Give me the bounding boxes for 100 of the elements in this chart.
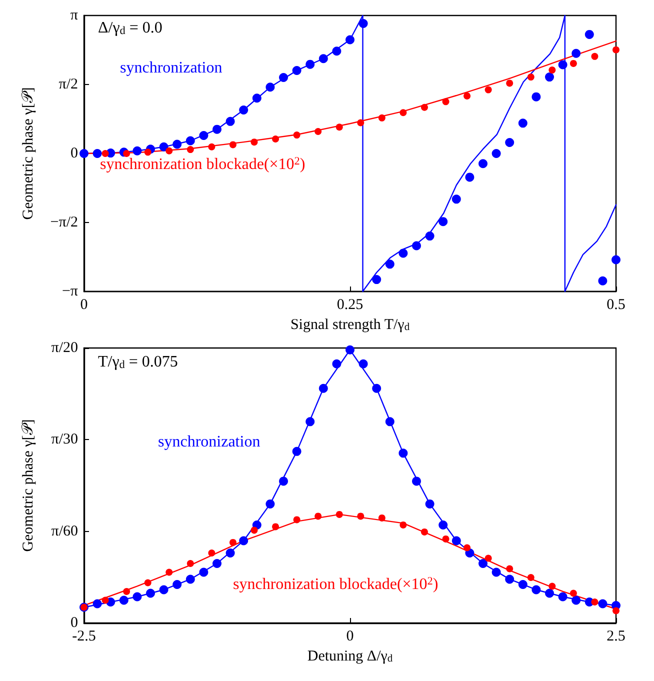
point	[412, 476, 421, 486]
point	[346, 345, 354, 354]
point	[119, 596, 128, 605]
point	[212, 558, 222, 568]
point	[208, 549, 216, 556]
point	[584, 30, 594, 39]
text: synchronization	[120, 60, 222, 76]
point	[186, 560, 194, 567]
point	[306, 60, 315, 69]
point	[464, 544, 471, 552]
point	[159, 142, 168, 152]
point	[336, 124, 343, 131]
point	[199, 568, 208, 577]
point	[612, 607, 620, 614]
point	[226, 548, 235, 558]
annotation: T/γd = 0.075	[98, 354, 178, 371]
x-tick-label: -2.5	[72, 628, 96, 644]
y-tick-label: π/2	[58, 76, 78, 92]
point	[484, 86, 492, 94]
point	[123, 588, 130, 595]
point	[132, 592, 142, 602]
point	[438, 520, 448, 530]
point	[314, 512, 322, 520]
point	[518, 580, 528, 589]
point	[357, 512, 364, 520]
point	[465, 172, 474, 182]
point	[80, 148, 88, 158]
x-tick-label: 0	[346, 628, 354, 644]
point	[102, 596, 109, 604]
text: synchronization	[158, 434, 260, 450]
point	[612, 46, 620, 54]
point	[400, 109, 407, 116]
point	[252, 94, 262, 103]
point	[318, 384, 328, 393]
x-tick-label: 0.25	[336, 296, 364, 313]
y-tick-label: 0	[70, 615, 78, 631]
point	[336, 510, 343, 518]
point	[199, 130, 208, 140]
point	[506, 80, 514, 87]
point	[425, 232, 434, 241]
point	[518, 118, 528, 128]
point	[385, 260, 394, 269]
point	[612, 255, 620, 264]
y-tick-label: π/30	[51, 432, 78, 448]
point	[272, 523, 280, 530]
point	[598, 276, 608, 286]
point	[591, 598, 598, 606]
point	[492, 568, 501, 577]
point	[548, 66, 556, 74]
point	[292, 66, 302, 75]
point	[102, 150, 109, 157]
point	[239, 536, 248, 546]
point	[570, 60, 577, 67]
point	[378, 514, 386, 522]
annotation: Δ/γd = 0.0	[98, 20, 162, 37]
point	[250, 526, 258, 534]
point	[346, 35, 354, 44]
point	[385, 417, 394, 426]
point	[425, 499, 434, 508]
point	[239, 106, 248, 114]
point	[212, 124, 222, 134]
point	[548, 582, 556, 590]
point	[492, 148, 501, 158]
point	[505, 574, 514, 584]
point	[293, 132, 300, 139]
point	[506, 565, 514, 572]
point	[532, 585, 541, 594]
point	[92, 599, 102, 608]
point	[452, 194, 461, 204]
point	[464, 92, 471, 100]
point	[484, 554, 492, 562]
point	[266, 499, 275, 508]
point	[144, 579, 152, 586]
point	[279, 476, 288, 486]
point	[293, 516, 300, 524]
point	[92, 148, 102, 158]
point	[172, 580, 182, 589]
point	[545, 588, 554, 598]
point	[172, 140, 182, 149]
point	[332, 359, 342, 368]
point	[558, 592, 568, 602]
point	[144, 148, 152, 156]
y-tick-label: π	[70, 8, 78, 24]
point	[306, 417, 315, 426]
point	[438, 217, 448, 226]
point	[527, 574, 534, 581]
point	[358, 18, 368, 28]
point	[166, 568, 173, 576]
point	[166, 147, 173, 154]
y-axis-title: Geometric phase γ[𝒫]	[20, 87, 36, 220]
y-tick-label: π/20	[51, 340, 78, 356]
point	[372, 275, 382, 284]
x-tick-label: 2.5	[606, 628, 626, 644]
point	[572, 596, 581, 605]
point	[372, 384, 382, 393]
point	[442, 535, 450, 542]
point	[226, 116, 235, 126]
point	[400, 521, 407, 528]
point	[357, 119, 364, 126]
point	[527, 74, 534, 81]
